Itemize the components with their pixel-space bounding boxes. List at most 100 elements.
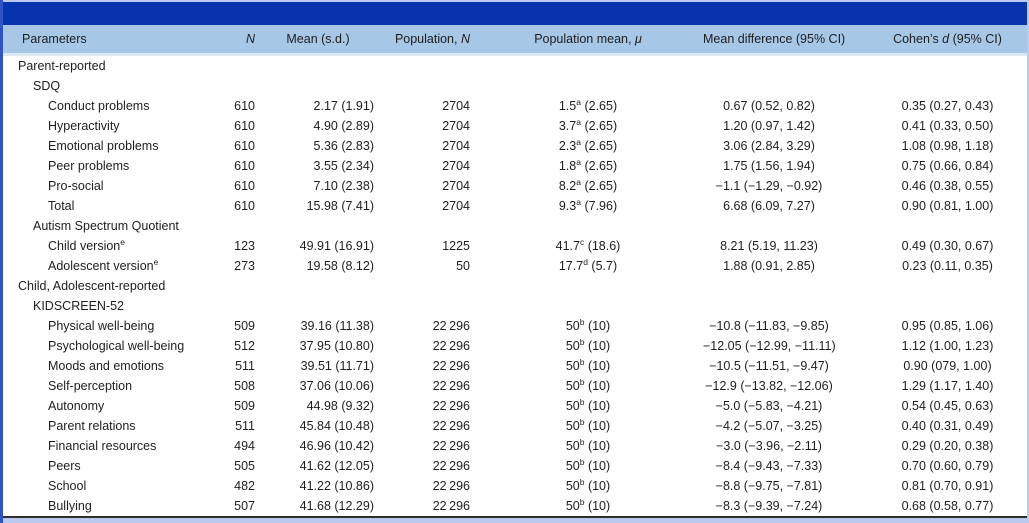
table-row: Child, Adolescent-reported bbox=[3, 276, 1027, 296]
cell-mean: 5.36 (2.83) bbox=[313, 139, 374, 153]
cell-n: 610 bbox=[234, 139, 255, 153]
cell-n: 273 bbox=[234, 259, 255, 273]
cell-mean: 37.95 (10.80) bbox=[299, 339, 374, 353]
cell-popn: 22 296 bbox=[432, 419, 470, 433]
cell-param: Peers bbox=[48, 459, 81, 473]
column-header-mean: Mean (s.d.) bbox=[258, 25, 378, 56]
cell-param: Financial resources bbox=[48, 439, 157, 453]
cell-cohend: 0.23 (0.11, 0.35) bbox=[902, 259, 993, 273]
cell-meandiff: −8.4 (−9.43, −7.33) bbox=[715, 459, 823, 473]
cell-n: 610 bbox=[234, 199, 255, 213]
table-row: Pro-social 610 7.10 (2.38) 2704 8.2a (2.65) −… bbox=[3, 176, 1027, 196]
cell-meandiff: −12.05 (−12.99, −11.11) bbox=[703, 339, 836, 353]
cell-mean: 41.68 (12.29) bbox=[299, 499, 374, 513]
cell-popn: 22 296 bbox=[432, 399, 470, 413]
cell-cohend: 0.40 (0.31, 0.49) bbox=[901, 419, 994, 433]
table-row: Psychological well-being 512 37.95 (10.80)… bbox=[3, 336, 1027, 356]
cell-n: 505 bbox=[234, 459, 255, 473]
cell-popmean: 1.8a (2.65) bbox=[558, 156, 618, 173]
cell-cohend: 0.90 (079, 1.00) bbox=[903, 359, 992, 373]
cell-popn bbox=[378, 276, 473, 296]
cell-meandiff: −5.0 (−5.83, −4.21) bbox=[715, 399, 823, 413]
cell-meandiff bbox=[703, 296, 868, 316]
cell-cohend: 1.12 (1.00, 1.23) bbox=[901, 339, 994, 353]
cell-cohend: 0.41 (0.33, 0.50) bbox=[901, 119, 994, 133]
cell-param: Child, Adolescent-reported bbox=[18, 279, 166, 293]
table-row: SDQ bbox=[3, 76, 1027, 96]
cell-popmean: 50b (10) bbox=[565, 316, 611, 333]
cell-meandiff: 3.06 (2.84, 3.29) bbox=[723, 139, 815, 153]
table-row: Physical well-being 509 39.16 (11.38) 22 29… bbox=[3, 316, 1027, 336]
cell-param: Emotional problems bbox=[48, 139, 159, 153]
cell-popmean: 50b (10) bbox=[565, 396, 611, 413]
cell-n bbox=[228, 76, 258, 96]
cell-meandiff: −10.8 (−11.83, −9.85) bbox=[709, 319, 829, 333]
cell-meandiff bbox=[703, 276, 868, 296]
cell-popmean: 41.7c (18.6) bbox=[555, 236, 621, 253]
cell-n: 123 bbox=[234, 239, 255, 253]
cell-cohend: 0.90 (0.81, 1.00) bbox=[901, 199, 994, 213]
cell-popmean: 50b (10) bbox=[565, 336, 611, 353]
table-row: Bullying 507 41.68 (12.29) 22 296 50b (10) −8… bbox=[3, 496, 1027, 517]
cell-mean: 19.58 (8.12) bbox=[306, 259, 374, 273]
cell-popmean bbox=[473, 216, 703, 236]
column-header-popn: Population, N bbox=[378, 25, 473, 56]
cell-popmean: 2.3a (2.65) bbox=[558, 136, 618, 153]
table-row: Conduct problems 610 2.17 (1.91) 2704 1.5a (… bbox=[3, 96, 1027, 116]
cell-popn bbox=[378, 76, 473, 96]
cell-mean bbox=[258, 216, 378, 236]
cell-meandiff: −3.0 (−3.96, −2.11) bbox=[716, 439, 822, 453]
table-row: Adolescent versione 273 19.58 (8.12) 50 17.7… bbox=[3, 256, 1027, 276]
cell-mean: 39.51 (11.71) bbox=[300, 359, 374, 373]
cell-param: Psychological well-being bbox=[48, 339, 185, 353]
cell-n bbox=[228, 216, 258, 236]
cell-n bbox=[228, 276, 258, 296]
cell-n bbox=[228, 296, 258, 316]
cell-popmean: 50b (10) bbox=[565, 416, 611, 433]
cell-meandiff: −1.1 (−1.29, −0.92) bbox=[715, 179, 823, 193]
cell-n: 610 bbox=[234, 179, 255, 193]
cell-popmean: 9.3a (7.96) bbox=[558, 196, 618, 213]
cell-param: Total bbox=[48, 199, 75, 213]
cell-n: 610 bbox=[234, 99, 255, 113]
cell-popmean: 50b (10) bbox=[565, 356, 611, 373]
cell-n: 511 bbox=[235, 419, 255, 433]
cell-popn: 22 296 bbox=[432, 439, 470, 453]
cell-param: Autism Spectrum Quotient bbox=[33, 219, 179, 233]
cell-cohend bbox=[868, 296, 1027, 316]
cell-popn bbox=[378, 55, 473, 77]
cell-cohend: 0.46 (0.38, 0.55) bbox=[901, 179, 994, 193]
cell-popn bbox=[378, 296, 473, 316]
cell-cohend: 1.08 (0.98, 1.18) bbox=[901, 139, 994, 153]
cell-cohend: 0.70 (0.60, 0.79) bbox=[901, 459, 994, 473]
cell-meandiff: 1.20 (0.97, 1.42) bbox=[723, 119, 815, 133]
cell-param: Bullying bbox=[48, 499, 92, 513]
cell-param: KIDSCREEN-52 bbox=[33, 299, 124, 313]
cell-popn: 2704 bbox=[442, 119, 470, 133]
cell-cohend: 0.81 (0.70, 0.91) bbox=[901, 479, 994, 493]
cell-meandiff: 6.68 (6.09, 7.27) bbox=[723, 199, 815, 213]
cell-param: Physical well-being bbox=[48, 319, 155, 333]
cell-popn: 22 296 bbox=[432, 339, 470, 353]
table-title-bar bbox=[3, 2, 1027, 25]
table-row: Parent relations 511 45.84 (10.48) 22 296 50… bbox=[3, 416, 1027, 436]
table-row: Child versione 123 49.91 (16.91) 1225 41.7c … bbox=[3, 236, 1027, 256]
table-row: Autism Spectrum Quotient bbox=[3, 216, 1027, 236]
cell-cohend: 0.95 (0.85, 1.06) bbox=[901, 319, 994, 333]
cell-mean: 37.06 (10.06) bbox=[299, 379, 374, 393]
cell-param: Parent relations bbox=[48, 419, 136, 433]
cell-mean: 49.91 (16.91) bbox=[299, 239, 374, 253]
cell-mean: 2.17 (1.91) bbox=[313, 99, 374, 113]
header-row: Parameters N Mean (s.d.) Population, N Popul… bbox=[3, 25, 1027, 56]
cell-popmean bbox=[473, 296, 703, 316]
cell-param: Hyperactivity bbox=[48, 119, 120, 133]
cell-popn: 2704 bbox=[442, 99, 470, 113]
cell-popmean: 1.5a (2.65) bbox=[558, 96, 618, 113]
cell-param: Conduct problems bbox=[48, 99, 150, 113]
cell-meandiff: 1.75 (1.56, 1.94) bbox=[723, 159, 815, 173]
cell-mean: 45.84 (10.48) bbox=[299, 419, 374, 433]
cell-cohend: 0.29 (0.20, 0.38) bbox=[901, 439, 994, 453]
table-row: KIDSCREEN-52 bbox=[3, 296, 1027, 316]
cell-n bbox=[228, 55, 258, 77]
cell-popn: 2704 bbox=[442, 139, 470, 153]
